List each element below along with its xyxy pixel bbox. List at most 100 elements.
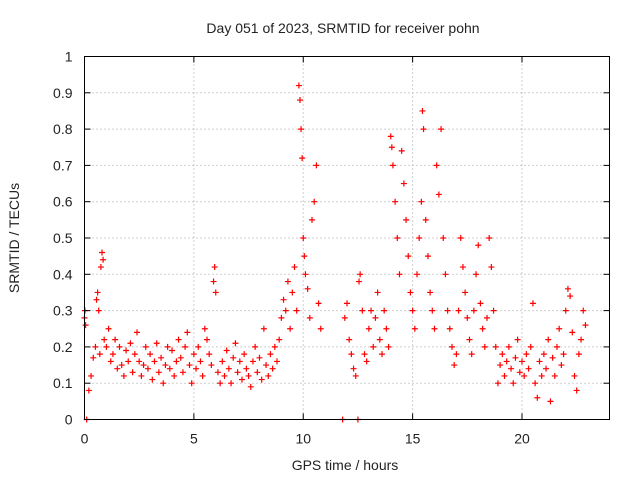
data-point xyxy=(249,358,256,365)
data-point xyxy=(179,369,186,376)
data-point xyxy=(411,325,418,332)
data-point xyxy=(96,351,103,358)
data-point xyxy=(138,372,145,379)
data-point xyxy=(516,369,523,376)
data-point xyxy=(131,351,138,358)
data-point xyxy=(239,376,245,383)
data-point xyxy=(392,198,399,205)
y-tick-label: 0.6 xyxy=(53,194,73,210)
data-point xyxy=(414,271,420,278)
data-point xyxy=(525,365,532,372)
data-point xyxy=(252,343,259,350)
data-point xyxy=(497,362,504,369)
data-point xyxy=(169,347,175,354)
data-point xyxy=(556,325,563,332)
data-point xyxy=(118,362,125,369)
data-point xyxy=(142,343,149,350)
data-point xyxy=(438,126,445,133)
data-point xyxy=(211,264,218,271)
data-point xyxy=(490,307,497,314)
data-point xyxy=(433,162,440,169)
data-point xyxy=(219,358,226,365)
data-point xyxy=(569,329,576,336)
x-tick-label: 20 xyxy=(514,431,530,447)
data-point xyxy=(100,256,107,263)
data-point xyxy=(573,387,580,394)
data-point xyxy=(287,325,294,332)
data-point xyxy=(263,362,270,369)
data-point xyxy=(129,369,136,376)
data-point xyxy=(175,336,182,343)
data-point xyxy=(162,362,169,369)
data-point xyxy=(214,369,221,376)
data-point xyxy=(431,325,438,332)
data-point xyxy=(280,296,287,303)
x-tick-label: 10 xyxy=(295,431,311,447)
data-point xyxy=(356,278,363,285)
data-point xyxy=(112,336,119,343)
data-point xyxy=(247,383,254,390)
data-point xyxy=(296,97,303,104)
x-axis-tick-labels: 0 5 10 15 20 xyxy=(81,431,530,447)
data-point xyxy=(82,322,89,329)
data-point xyxy=(90,354,97,361)
data-point xyxy=(464,314,471,321)
y-tick-label: 0.1 xyxy=(53,375,73,391)
data-point xyxy=(282,307,289,314)
data-point xyxy=(289,289,296,296)
data-point xyxy=(201,325,208,332)
data-point xyxy=(265,372,272,379)
data-point xyxy=(396,271,403,278)
data-point xyxy=(186,362,193,369)
data-point xyxy=(93,296,100,303)
data-point xyxy=(361,351,368,358)
data-point xyxy=(276,336,283,343)
data-point xyxy=(306,314,313,321)
data-point xyxy=(103,343,110,350)
data-point xyxy=(241,351,248,358)
data-point xyxy=(317,325,324,332)
data-point xyxy=(166,365,173,372)
data-point xyxy=(558,362,565,369)
data-point xyxy=(479,325,486,332)
data-point xyxy=(284,278,291,285)
data-point xyxy=(459,264,466,271)
data-point xyxy=(385,343,392,350)
data-point xyxy=(258,376,265,383)
x-axis-label: GPS time / hours xyxy=(292,457,399,473)
data-point xyxy=(260,325,267,332)
data-point xyxy=(293,307,300,314)
data-point xyxy=(501,372,508,379)
data-point xyxy=(400,180,407,187)
data-point xyxy=(444,307,451,314)
data-point xyxy=(94,289,101,296)
data-point xyxy=(543,365,550,372)
data-point xyxy=(173,358,180,365)
data-point xyxy=(190,351,197,358)
data-point xyxy=(188,380,195,387)
data-point xyxy=(107,358,114,365)
data-point xyxy=(457,235,464,241)
data-point xyxy=(301,253,308,260)
data-point xyxy=(171,372,178,379)
data-point xyxy=(499,351,506,358)
y-axis-tick-labels: 0 0.1 0.2 0.3 0.4 0.5 0.6 0.7 0.8 0.9 1 xyxy=(53,49,73,428)
grid xyxy=(84,56,610,420)
data-point xyxy=(299,155,306,162)
data-point xyxy=(99,249,105,256)
data-point xyxy=(549,354,556,361)
data-point xyxy=(560,351,567,358)
data-point xyxy=(466,336,473,343)
data-point xyxy=(236,358,243,365)
data-point xyxy=(470,307,477,314)
data-point xyxy=(153,340,160,347)
data-point xyxy=(372,314,379,321)
data-point xyxy=(92,343,99,350)
data-point xyxy=(134,329,140,336)
data-point xyxy=(313,162,320,169)
data-point xyxy=(116,343,123,350)
data-point xyxy=(547,398,554,405)
data-point xyxy=(403,216,410,223)
data-point xyxy=(304,285,311,292)
data-point xyxy=(120,372,127,379)
